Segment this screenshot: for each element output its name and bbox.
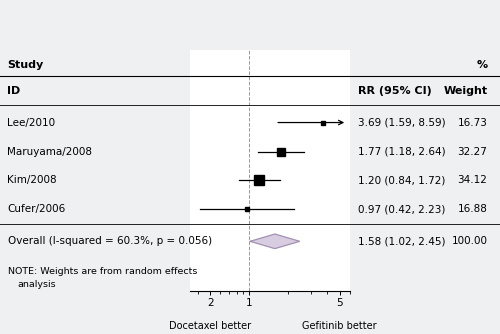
Text: Docetaxel better: Docetaxel better (169, 321, 251, 331)
Text: 1.58 (1.02, 2.45): 1.58 (1.02, 2.45) (358, 236, 445, 246)
Text: 16.73: 16.73 (458, 118, 488, 128)
Text: Kim/2008: Kim/2008 (8, 175, 57, 185)
Text: 1.77 (1.18, 2.64): 1.77 (1.18, 2.64) (358, 147, 445, 157)
Polygon shape (250, 234, 300, 248)
Text: 1.20 (0.84, 1.72): 1.20 (0.84, 1.72) (358, 175, 445, 185)
Text: Weight: Weight (444, 86, 488, 96)
Text: 0.97 (0.42, 2.23): 0.97 (0.42, 2.23) (358, 204, 445, 214)
Text: 32.27: 32.27 (458, 147, 488, 157)
Text: Study: Study (8, 59, 44, 69)
Text: Lee/2010: Lee/2010 (8, 118, 56, 128)
Text: Gefitinib better: Gefitinib better (302, 321, 377, 331)
Text: analysis: analysis (18, 280, 56, 289)
Text: Overall (I-squared = 60.3%, p = 0.056): Overall (I-squared = 60.3%, p = 0.056) (8, 236, 212, 246)
Text: NOTE: Weights are from random effects: NOTE: Weights are from random effects (8, 267, 197, 276)
Text: 3.69 (1.59, 8.59): 3.69 (1.59, 8.59) (358, 118, 445, 128)
Text: ID: ID (8, 86, 21, 96)
Text: Maruyama/2008: Maruyama/2008 (8, 147, 92, 157)
Text: RR (95% CI): RR (95% CI) (358, 86, 431, 96)
Text: 34.12: 34.12 (458, 175, 488, 185)
Text: Cufer/2006: Cufer/2006 (8, 204, 66, 214)
Text: %: % (476, 59, 488, 69)
Text: 100.00: 100.00 (452, 236, 488, 246)
Text: 16.88: 16.88 (458, 204, 488, 214)
